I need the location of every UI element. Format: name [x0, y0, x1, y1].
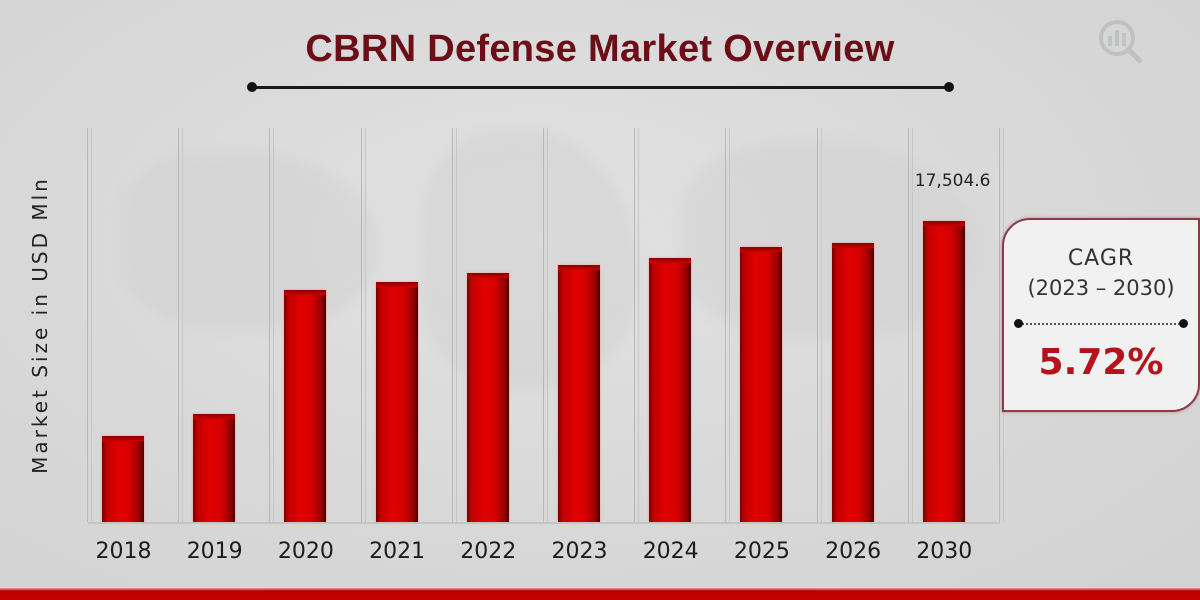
vertical-gridline: [816, 128, 822, 522]
title-underline: [252, 86, 949, 89]
bar-2019: [193, 414, 236, 522]
bar-2026: [831, 243, 874, 522]
cagr-divider-left-dot: [1014, 319, 1023, 328]
cagr-label: CAGR: [1067, 246, 1135, 271]
vertical-gridline: [178, 128, 184, 522]
title-underline-left-dot: [247, 82, 257, 92]
y-axis-label: Market Size in USD Mln: [28, 176, 52, 474]
x-tick-label: 2025: [733, 539, 790, 564]
x-tick-label: 2019: [186, 539, 243, 564]
vertical-gridline: [87, 128, 92, 522]
cagr-value: 5.72%: [1038, 342, 1164, 383]
cagr-period: (2023 – 2030): [1027, 276, 1175, 300]
x-tick-label: 2024: [642, 539, 699, 564]
vertical-gridline: [543, 128, 548, 522]
chart-magnifier-logo-icon: [1099, 20, 1143, 64]
vertical-gridline: [451, 128, 457, 522]
x-tick-label: 2021: [369, 539, 426, 564]
bar-2020: [284, 290, 327, 522]
cagr-divider-right-dot: [1179, 319, 1188, 328]
x-tick-label: 2018: [95, 539, 152, 564]
title-underline-right-dot: [944, 82, 954, 92]
x-tick-label: 2022: [460, 539, 517, 564]
footer-accent-bar: [0, 588, 1200, 600]
bar-2030: [922, 221, 965, 522]
vertical-gridline: [634, 128, 640, 522]
x-tick-label: 2023: [551, 539, 608, 564]
x-axis-baseline: [88, 522, 1000, 524]
bar-2018: [102, 436, 144, 522]
bar-2022: [466, 273, 509, 522]
bar-2025: [740, 247, 783, 522]
x-tick-label: 2026: [825, 539, 882, 564]
bar-2021: [375, 281, 418, 522]
plot-area: [87, 128, 1004, 522]
vertical-gridline: [907, 128, 913, 522]
cagr-divider: [1018, 323, 1184, 325]
chart-title: CBRN Defense Market Overview: [305, 28, 895, 70]
x-tick-label: 2030: [916, 539, 973, 564]
bar-value-label: 17,504.6: [914, 171, 991, 191]
vertical-gridline: [269, 128, 275, 522]
vertical-gridline: [360, 128, 366, 522]
x-tick-label: 2020: [277, 539, 334, 564]
vertical-gridline: [725, 128, 731, 522]
bar-2024: [649, 258, 692, 522]
bar-2023: [558, 264, 600, 522]
cagr-callout: CAGR (2023 – 2030) 5.72%: [1002, 218, 1200, 412]
world-map-background: [120, 150, 380, 330]
